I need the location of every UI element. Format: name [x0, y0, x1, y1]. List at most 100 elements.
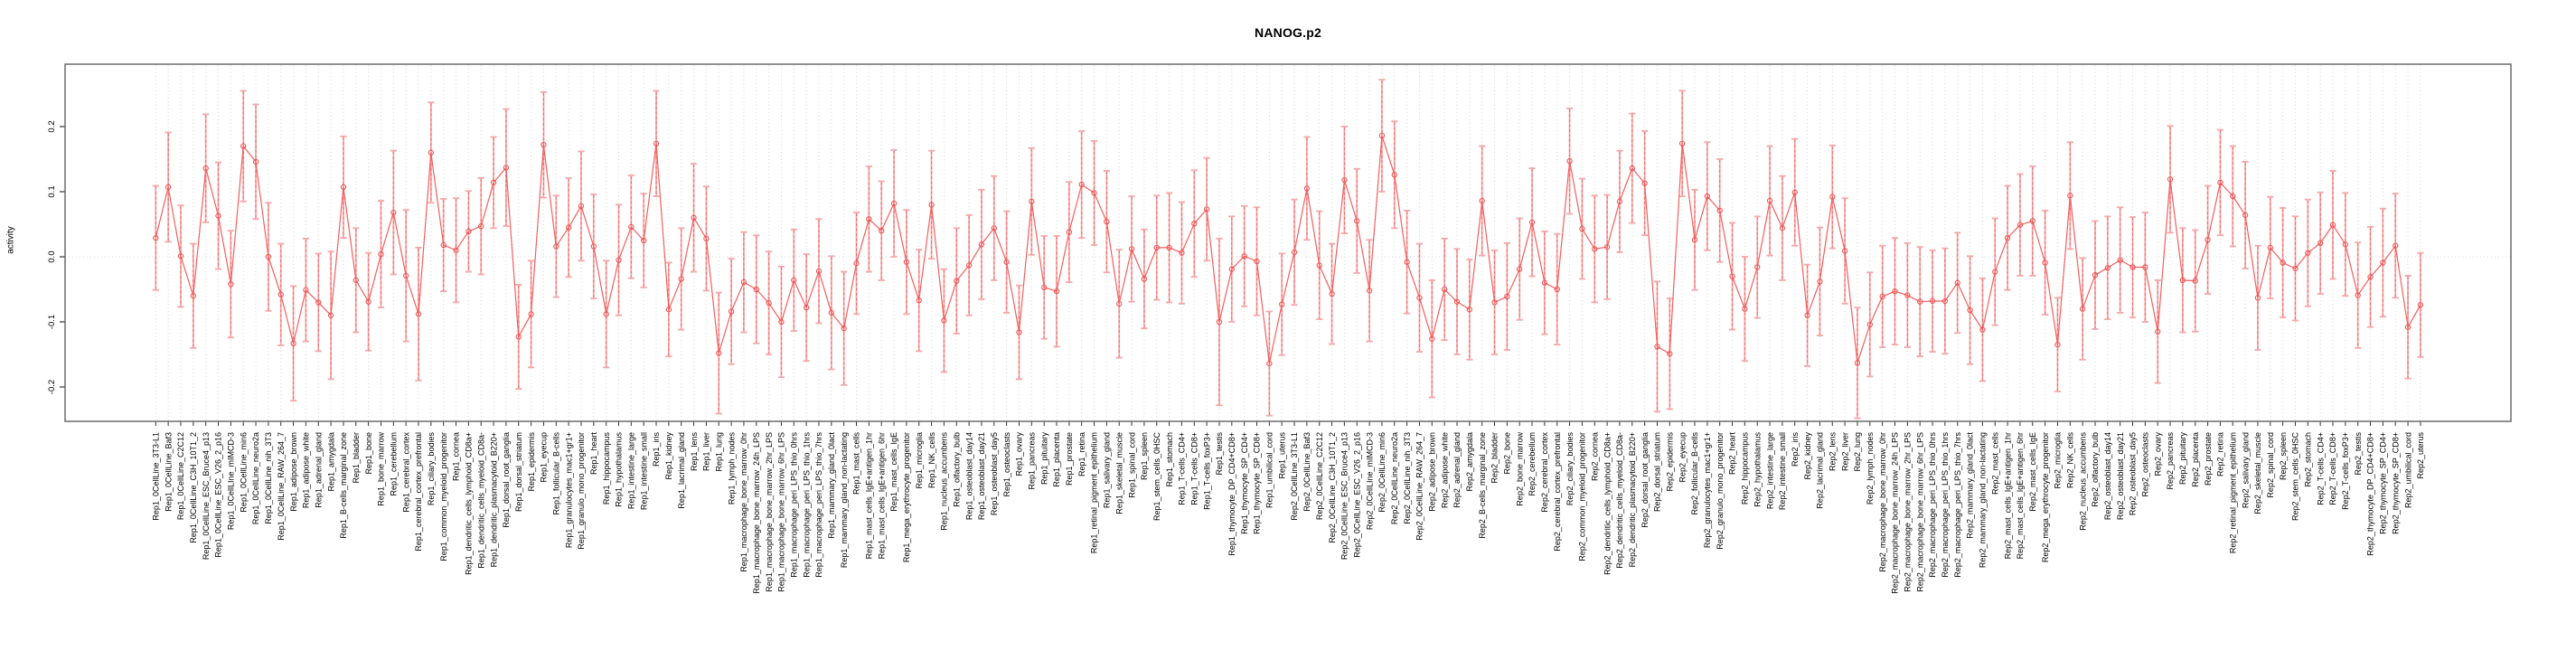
- data-point-marker: [928, 202, 935, 208]
- x-tick-label: Rep2_osteoblast_day5: [2129, 432, 2138, 515]
- x-tick-label: Rep1_T-cells_CD4+: [1178, 432, 1187, 505]
- x-tick-label: Rep1_0CellLine_RAW_264_7: [277, 432, 286, 541]
- data-point-marker: [753, 286, 759, 293]
- x-tick-label: Rep1_macrophage_bone_marrow_6hr_LPS: [777, 432, 786, 592]
- data-point-marker: [1667, 351, 1673, 357]
- y-tick-label: 0.2: [47, 120, 57, 132]
- data-point-marker: [453, 247, 459, 253]
- x-tick-label: Rep1_dendritic_cells_myeloid_CD8a-: [476, 432, 485, 569]
- x-tick-label: Rep1_0CellLine_min6: [239, 432, 248, 513]
- x-tick-label: Rep1_ovary: [1015, 432, 1024, 476]
- x-tick-label: Rep2_skeletal_muscle: [2253, 432, 2262, 514]
- data-point-marker: [1391, 172, 1397, 178]
- data-point-marker: [1629, 165, 1635, 172]
- x-tick-label: Rep1_bone: [364, 432, 373, 475]
- data-point-marker: [190, 293, 196, 299]
- x-tick-label: Rep2_dendritic_cells_lymphoid_CD8a+: [1603, 432, 1612, 575]
- x-tick-label: Rep1_pituitary: [1039, 432, 1048, 486]
- data-point-marker: [703, 235, 710, 241]
- x-tick-label: Rep2_thymocyte_SP_CD4+: [2379, 432, 2388, 534]
- x-tick-label: Rep1_heart: [589, 432, 598, 476]
- x-tick-label: Rep1_mammary_gland_0lact: [827, 432, 836, 539]
- x-tick-label: Rep1_NK_cells: [927, 432, 936, 489]
- data-point-marker: [2355, 292, 2361, 298]
- x-tick-label: Rep1_granulocytes_mac1+gr1+: [564, 432, 573, 548]
- x-tick-label: Rep2_follicular_B-cells: [1690, 432, 1699, 515]
- x-tick-label: Rep1_osteoblast_day14: [964, 432, 973, 520]
- data-point-marker: [1116, 300, 1123, 307]
- x-tick-label: Rep1_adrenal_gland: [314, 432, 323, 508]
- data-point-marker: [978, 241, 985, 248]
- x-tick-label: Rep2_0CellLine_nih_3T3: [1403, 432, 1412, 524]
- x-tick-label: Rep1_macrophage_bone_marrow_2hr_LPS: [765, 432, 774, 592]
- x-tick-label: Rep2_cerebral_cortex_prefrontal: [1553, 432, 1562, 552]
- x-tick-label: Rep2_ovary: [2153, 432, 2162, 476]
- data-point-marker: [165, 184, 172, 191]
- data-point-marker: [841, 326, 847, 332]
- x-tick-label: Rep2_kidney: [1803, 432, 1812, 480]
- data-point-marker: [1929, 297, 1936, 305]
- x-tick-label: Rep2_common_myeloid_progenitor: [1578, 432, 1587, 561]
- x-tick-label: Rep2_thymocyte_SP_CD8+: [2391, 432, 2400, 534]
- x-tick-label: Rep2_T-cells_CD8+: [2328, 432, 2337, 505]
- y-tick-label: 0.1: [47, 185, 57, 197]
- x-tick-label: Rep1_0CellLine_3T3-L1: [152, 432, 161, 521]
- data-point-marker: [277, 291, 284, 297]
- x-tick-label: Rep2_macrophage_bone_marrow_0hr: [1878, 432, 1887, 572]
- x-tick-label: Rep2_0CellLine_3T3-L1: [1290, 432, 1299, 521]
- x-tick-label: Rep1_olfactory_bulb: [952, 432, 961, 507]
- data-point-marker: [228, 281, 234, 288]
- x-tick-label: Rep2_B-cells_marginal_zone: [1478, 432, 1487, 539]
- x-tick-label: Rep2_salivary_gland: [2241, 432, 2250, 508]
- data-point-marker: [2104, 265, 2111, 271]
- x-tick-label: Rep2_adipose_brown: [1427, 432, 1436, 512]
- data-point-marker: [665, 307, 672, 313]
- x-tick-label: Rep1_nucleus_accumbens: [940, 432, 949, 531]
- data-point-marker: [2404, 324, 2411, 330]
- data-point-marker: [1579, 225, 1585, 232]
- data-point-marker: [1479, 197, 1485, 204]
- data-point-marker: [1517, 266, 1523, 272]
- data-point-marker: [1566, 158, 1573, 165]
- data-point-marker: [1279, 301, 1285, 307]
- data-point-marker: [916, 297, 922, 304]
- x-tick-label: Rep2_0CellLine_C3H_10T1_2: [1328, 432, 1337, 543]
- x-tick-label: Rep1_kidney: [664, 432, 673, 480]
- x-tick-label: Rep2_spleen: [2279, 432, 2288, 480]
- data-point-marker: [440, 241, 447, 249]
- data-point-marker: [1341, 176, 1348, 184]
- data-point-marker: [2217, 179, 2223, 186]
- data-point-marker: [828, 309, 834, 316]
- data-point-marker: [327, 312, 334, 318]
- x-tick-label: Rep2_stomach: [2304, 432, 2313, 487]
- data-point-marker: [1041, 284, 1048, 290]
- x-tick-label: Rep2_olfactory_bulb: [2091, 432, 2100, 507]
- data-point-marker: [1416, 295, 1423, 301]
- data-point-marker: [528, 311, 534, 317]
- data-point-marker: [1466, 307, 1472, 313]
- x-tick-label: Rep2_macrophage_peri_LPS_thio_1hrs: [1941, 432, 1950, 578]
- x-tick-label: Rep1_0CellLine_nih_3T3: [264, 432, 273, 524]
- data-point-marker: [2079, 306, 2086, 312]
- x-tick-label: Rep2_lens: [1828, 432, 1837, 472]
- x-tick-label: Rep2_mega_erythrocyte_progenitor: [2041, 432, 2050, 562]
- data-point-marker: [941, 317, 947, 324]
- data-point-marker: [2167, 176, 2174, 183]
- data-point-marker: [2042, 259, 2048, 266]
- x-tick-label: Rep1_0CellLine_C2C12: [176, 432, 185, 520]
- series-line: [155, 135, 2421, 364]
- x-tick-label: Rep1_osteoblast_day5: [990, 432, 999, 515]
- data-point-marker: [1166, 244, 1172, 251]
- data-point-marker: [791, 277, 797, 284]
- data-point-marker: [2067, 193, 2073, 199]
- data-point-marker: [2380, 259, 2386, 266]
- data-point-marker: [1791, 189, 1798, 195]
- data-point-marker: [740, 278, 747, 286]
- data-point-marker: [1817, 278, 1823, 285]
- x-tick-label: Rep1_uterus: [1277, 432, 1286, 479]
- x-tick-label: Rep2_stem_cells_0HSC: [2291, 432, 2300, 522]
- x-tick-label: Rep2_ciliary_bodies: [1565, 432, 1575, 506]
- x-tick-label: Rep1_cornea: [452, 432, 461, 481]
- x-tick-label: Rep2_dendritic_cells_myeloid_CD8a-: [1615, 432, 1624, 569]
